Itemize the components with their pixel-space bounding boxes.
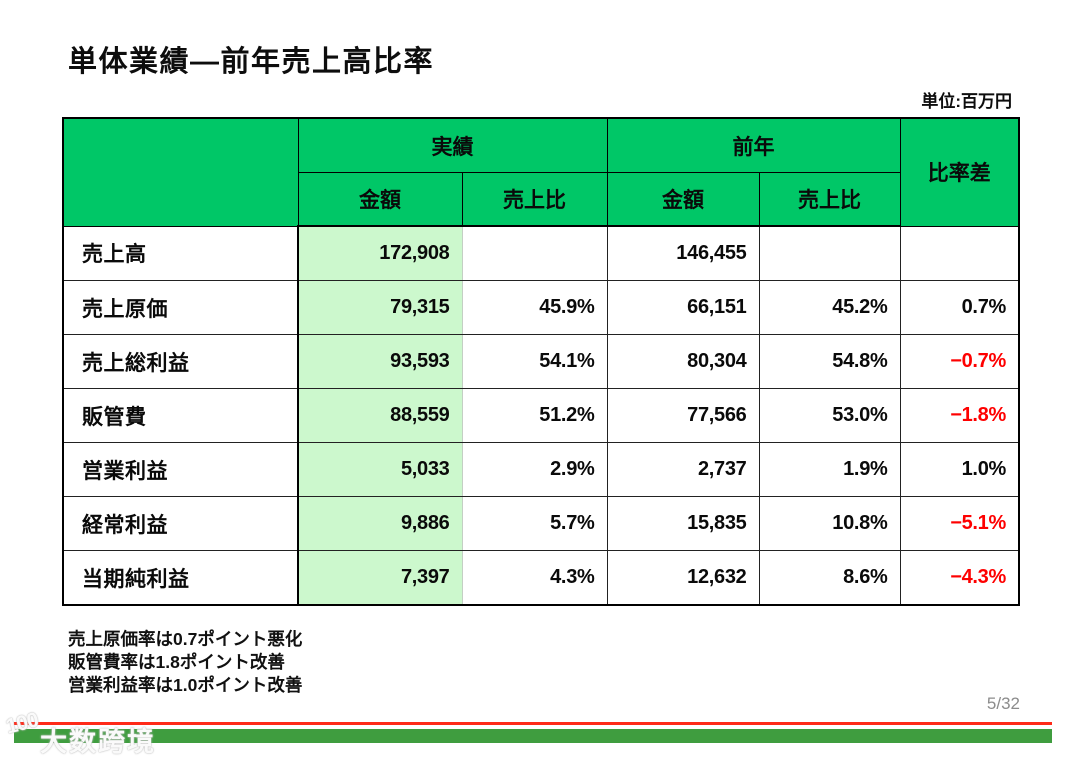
actual-amount-cell: 79,315	[297, 280, 463, 335]
diff-value: −4.3%	[899, 550, 1020, 606]
prev-ratio-cell: 10.8%	[758, 496, 901, 551]
actual-amount-cell: 5,033	[297, 442, 463, 497]
table-row: 当期純利益 7,397 4.3% 12,632 8.6% −4.3%	[62, 550, 1020, 606]
header-group-previous: 前年	[606, 117, 901, 173]
header-col-ratio-actual: 売上比	[461, 172, 608, 227]
diff-value: 0.7%	[899, 280, 1020, 335]
actual-ratio-cell: 5.7%	[461, 496, 608, 551]
diff-value: 1.0%	[899, 442, 1020, 497]
row-label: 売上総利益	[62, 334, 299, 389]
header-col-ratio-prev: 売上比	[758, 172, 901, 227]
note-line-1: 売上原価率は0.7ポイント悪化	[68, 629, 303, 649]
unit-label: 単位:百万円	[921, 92, 1012, 111]
row-label: 売上高	[62, 225, 299, 281]
table-row: 売上原価 79,315 45.9% 66,151 45.2% 0.7%	[62, 280, 1020, 335]
actual-ratio-cell: 45.9%	[461, 280, 608, 335]
table-row: 売上高 172,908 146,455	[62, 225, 1020, 281]
row-label: 販管費	[62, 388, 299, 443]
prev-ratio-cell: 53.0%	[758, 388, 901, 443]
actual-amount-cell: 9,886	[297, 496, 463, 551]
prev-amount-cell: 2,737	[606, 442, 760, 497]
prev-ratio-cell: 54.8%	[758, 334, 901, 389]
note-line-3: 営業利益率は1.0ポイント改善	[68, 675, 303, 695]
diff-value	[899, 225, 1020, 281]
summary-notes: 売上原価率は0.7ポイント悪化 販管費率は1.8ポイント改善 営業利益率は1.0…	[68, 628, 302, 697]
actual-ratio-cell: 51.2%	[461, 388, 608, 443]
actual-amount-cell: 172,908	[297, 225, 463, 281]
results-table: 実績 前年 比率差 金額 売上比 金額 売上比 売上高 172,908 146,…	[62, 117, 1020, 606]
actual-ratio-cell: 54.1%	[461, 334, 608, 389]
table-row: 経常利益 9,886 5.7% 15,835 10.8% −5.1%	[62, 496, 1020, 551]
note-line-2: 販管費率は1.8ポイント改善	[68, 652, 285, 672]
prev-ratio-cell	[758, 225, 901, 281]
row-label: 当期純利益	[62, 550, 299, 606]
footer-green-bar	[14, 729, 1052, 743]
prev-amount-cell: 146,455	[606, 225, 760, 281]
row-label: 営業利益	[62, 442, 299, 497]
header-group-actual: 実績	[297, 117, 608, 173]
actual-amount-cell: 88,559	[297, 388, 463, 443]
row-label: 売上原価	[62, 280, 299, 335]
diff-value: −1.8%	[899, 388, 1020, 443]
header-col-diff: 比率差	[899, 117, 1020, 227]
header-col-amount-prev: 金額	[606, 172, 760, 227]
footer-red-line	[14, 722, 1052, 725]
corner-header-cell	[62, 117, 299, 227]
prev-ratio-cell: 45.2%	[758, 280, 901, 335]
actual-ratio-cell: 2.9%	[461, 442, 608, 497]
header-col-amount-actual: 金額	[297, 172, 463, 227]
page-title: 単体業績—前年売上高比率	[68, 46, 435, 78]
prev-amount-cell: 12,632	[606, 550, 760, 606]
prev-amount-cell: 66,151	[606, 280, 760, 335]
prev-amount-cell: 77,566	[606, 388, 760, 443]
actual-ratio-cell	[461, 225, 608, 281]
table-row: 売上総利益 93,593 54.1% 80,304 54.8% −0.7%	[62, 334, 1020, 389]
diff-value: −5.1%	[899, 496, 1020, 551]
prev-ratio-cell: 1.9%	[758, 442, 901, 497]
actual-ratio-cell: 4.3%	[461, 550, 608, 606]
actual-amount-cell: 7,397	[297, 550, 463, 606]
prev-amount-cell: 15,835	[606, 496, 760, 551]
prev-amount-cell: 80,304	[606, 334, 760, 389]
table-row: 営業利益 5,033 2.9% 2,737 1.9% 1.0%	[62, 442, 1020, 497]
row-label: 経常利益	[62, 496, 299, 551]
actual-amount-cell: 93,593	[297, 334, 463, 389]
page-number: 5/32	[986, 694, 1020, 713]
prev-ratio-cell: 8.6%	[758, 550, 901, 606]
diff-value: −0.7%	[899, 334, 1020, 389]
table-row: 販管費 88,559 51.2% 77,566 53.0% −1.8%	[62, 388, 1020, 443]
